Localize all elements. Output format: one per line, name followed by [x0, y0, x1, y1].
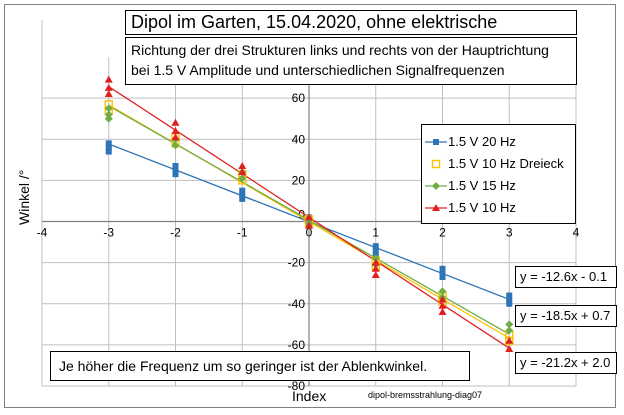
- data-point: [506, 296, 513, 303]
- x-tick-label: -2: [170, 226, 181, 240]
- y-tick-label: -60: [288, 338, 306, 352]
- data-point: [238, 161, 247, 169]
- data-point: [438, 295, 447, 303]
- trend-equation-20hz: y = -12.6x - 0.1: [515, 266, 617, 288]
- subtitle-line-1: Richtung der drei Strukturen links und r…: [131, 42, 549, 58]
- annotation-note: Je höher die Frequenz um so geringer ist…: [50, 351, 470, 381]
- y-tick-label: 0: [298, 208, 305, 222]
- x-tick-label: -4: [37, 226, 48, 240]
- data-point: [171, 141, 180, 150]
- data-point: [104, 83, 113, 91]
- chart-title: Dipol im Garten, 15.04.2020, ohne elektr…: [125, 10, 577, 55]
- legend-marker: [433, 139, 439, 145]
- legend-label: 1.5 V 10 Hz: [448, 200, 516, 215]
- data-point: [438, 287, 447, 296]
- x-tick-label: 0: [306, 226, 313, 240]
- data-point: [239, 195, 246, 202]
- data-point: [372, 251, 379, 258]
- data-point: [439, 265, 446, 272]
- trend-equation-15hz: y = -18.5x + 0.7: [515, 305, 617, 327]
- data-point: [372, 243, 379, 250]
- legend-label: 1.5 V 10 Hz Dreieck: [448, 156, 564, 171]
- data-point: [171, 118, 180, 126]
- data-point: [104, 114, 113, 123]
- x-tick-label: -3: [103, 226, 114, 240]
- data-point: [171, 127, 180, 135]
- data-point: [506, 300, 513, 307]
- data-point: [438, 301, 447, 309]
- chart-subtitle: Richtung der drei Strukturen links und r…: [125, 37, 577, 85]
- data-point: [239, 187, 246, 194]
- subtitle-line-2: bei 1.5 V Amplitude und unterschiedliche…: [131, 62, 505, 78]
- data-point: [439, 269, 446, 276]
- x-tick-label: -1: [237, 226, 248, 240]
- data-point: [238, 174, 247, 183]
- data-point: [371, 270, 380, 278]
- chart-frame: [4, 4, 616, 408]
- data-point: [505, 336, 514, 344]
- y-tick-label: -80: [288, 379, 306, 393]
- source-label: dipol-bremsstrahlung-diag07: [368, 390, 483, 400]
- data-point: [172, 162, 179, 169]
- legend-marker: [431, 159, 441, 169]
- x-tick-label: 1: [372, 226, 379, 240]
- data-point: [104, 110, 113, 119]
- data-point: [104, 75, 113, 83]
- data-points: [104, 75, 514, 352]
- data-point: [506, 292, 513, 299]
- y-tick-label: -20: [288, 256, 306, 270]
- y-axis-label: Winkel /°: [16, 169, 32, 225]
- data-point: [438, 307, 447, 315]
- data-point: [172, 171, 179, 178]
- x-axis-label: Index: [292, 388, 327, 404]
- data-point: [104, 104, 113, 113]
- y-tick-label: -40: [288, 297, 306, 311]
- legend-label: 1.5 V 20 Hz: [448, 134, 516, 149]
- trend-equation-10hz: y = -21.2x + 2.0: [515, 352, 617, 374]
- data-point: [171, 133, 180, 141]
- y-tick-label: 20: [292, 173, 306, 187]
- data-point: [172, 167, 179, 174]
- legend-marker-icon: [431, 159, 441, 169]
- data-point: [105, 144, 112, 151]
- data-point: [372, 247, 379, 254]
- legend-marker: [432, 182, 440, 190]
- legend-item: 1.5 V 20 Hz: [422, 131, 575, 153]
- x-tick-label: 2: [439, 226, 446, 240]
- legend-marker: [432, 204, 440, 211]
- legend-marker-icon: [425, 139, 447, 145]
- data-point: [439, 274, 446, 281]
- data-point: [371, 258, 380, 266]
- legend-item: 1.5 V 15 Hz: [422, 175, 575, 197]
- legend: 1.5 V 20 Hz 1.5 V 10 Hz Dreieck 1.5 V 15 H…: [421, 124, 576, 224]
- data-point: [505, 326, 514, 335]
- data-point: [505, 344, 514, 352]
- legend-marker-icon: [425, 182, 447, 190]
- y-tick-label: 40: [292, 132, 306, 146]
- legend-item: 1.5 V 10 Hz Dreieck: [422, 153, 575, 175]
- data-point: [505, 320, 514, 329]
- legend-label: 1.5 V 15 Hz: [448, 178, 516, 193]
- y-tick-label: 60: [292, 91, 306, 105]
- data-point: [105, 140, 112, 147]
- tick-labels: -4 -3 -2 -1 0 1 2 3 4 60 40 20 0 -20 -40 -60 -80: [37, 91, 580, 393]
- data-point: [305, 213, 313, 221]
- data-point: [371, 254, 380, 263]
- data-point: [239, 191, 246, 198]
- x-tick-label: 3: [506, 226, 513, 240]
- legend-marker-icon: [425, 204, 447, 211]
- data-point: [105, 148, 112, 155]
- data-point: [305, 221, 313, 229]
- data-point: [371, 264, 380, 272]
- data-point: [238, 168, 247, 176]
- x-tick-label: 4: [573, 226, 580, 240]
- legend-item: 1.5 V 10 Hz: [422, 197, 575, 219]
- data-point: [104, 90, 113, 98]
